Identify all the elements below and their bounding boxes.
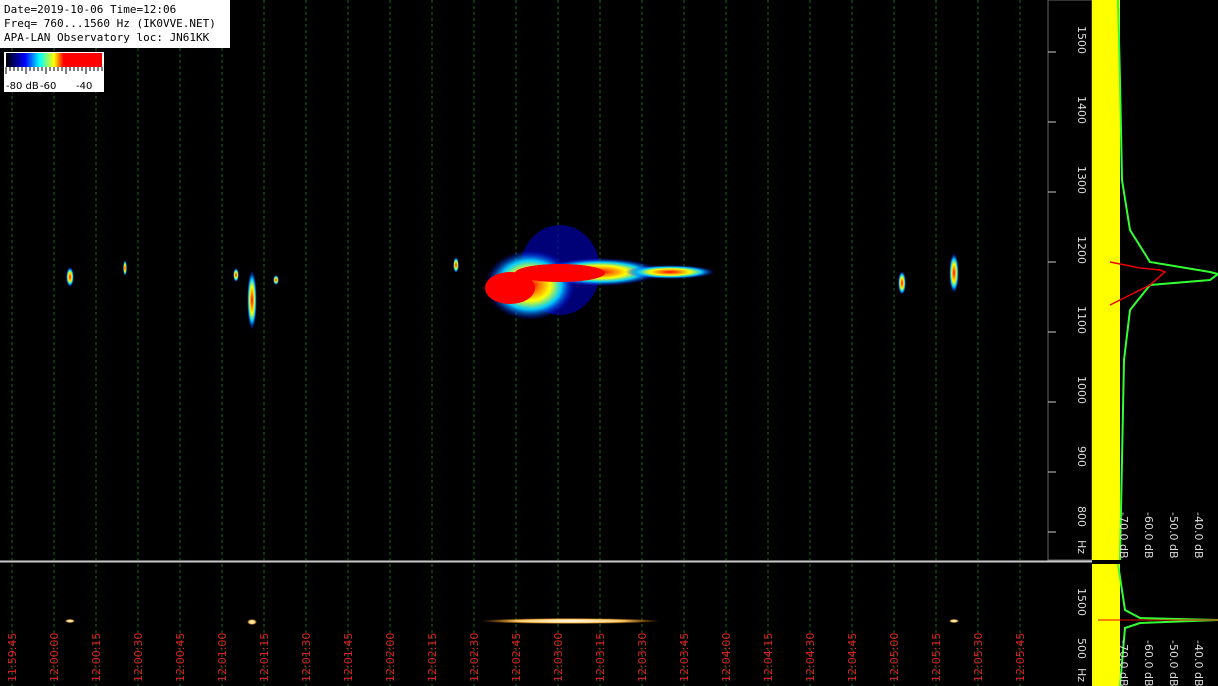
time-label: 12:03:00 <box>552 633 565 682</box>
time-label: 12:05:15 <box>930 633 943 682</box>
time-label: 12:05:45 <box>1014 633 1027 682</box>
time-grid <box>11 0 1021 686</box>
meteor-echoes <box>65 225 959 625</box>
freq-label: 1500 <box>1075 26 1088 54</box>
lower-freq-unit: Hz <box>1075 668 1088 682</box>
time-label: 12:04:15 <box>762 633 775 682</box>
time-label: 12:03:15 <box>594 633 607 682</box>
color-scale-label: -60 <box>40 81 56 92</box>
level-label: -70.0 dB <box>1117 512 1130 559</box>
time-label: 12:03:45 <box>678 633 691 682</box>
frequency-axis-panel <box>1047 0 1093 561</box>
lower-level-label: -70.0 dB <box>1117 640 1130 686</box>
spectrum-curve <box>1117 0 1218 561</box>
lower-freq-label: 500 <box>1075 638 1088 659</box>
freq-label: 1200 <box>1075 236 1088 264</box>
spectrum-noise <box>1092 0 1120 560</box>
level-label: -50.0 dB <box>1167 512 1180 559</box>
time-label: 12:02:15 <box>426 633 439 682</box>
header-line: Freq= 760...1560 Hz (IK0VVE.NET) <box>4 17 216 30</box>
time-label: 12:00:45 <box>174 633 187 682</box>
header-box <box>0 0 230 48</box>
time-label: 12:01:15 <box>258 633 271 682</box>
time-label: 12:00:00 <box>48 633 61 682</box>
time-label: 12:01:45 <box>342 633 355 682</box>
time-label: 12:04:45 <box>846 633 859 682</box>
time-label: 12:00:30 <box>132 633 145 682</box>
color-scale-label: -40 <box>76 81 92 92</box>
freq-label: 900 <box>1075 446 1088 467</box>
time-label: 11:59:45 <box>6 633 19 682</box>
level-label: -40.0 dB <box>1192 512 1205 559</box>
freq-label: 1400 <box>1075 96 1088 124</box>
time-label: 12:04:00 <box>720 633 733 682</box>
time-label: 12:01:00 <box>216 633 229 682</box>
level-label: -60.0 dB <box>1142 512 1155 559</box>
time-label: 12:02:00 <box>384 633 397 682</box>
lower-level-label: -60.0 dB <box>1142 640 1155 686</box>
lower-level-label: -40.0 dB <box>1192 640 1205 686</box>
freq-label: 800 <box>1075 506 1088 527</box>
time-label: 12:05:30 <box>972 633 985 682</box>
lower-spectrum-curve <box>1117 563 1218 686</box>
time-label: 12:02:45 <box>510 633 523 682</box>
time-label: 12:03:30 <box>636 633 649 682</box>
header-line: APA-LAN Observatory loc: JN61KK <box>4 31 210 44</box>
freq-unit: Hz <box>1075 540 1088 554</box>
color-scale-label: -80 dB <box>6 81 39 92</box>
time-label: 12:05:00 <box>888 633 901 682</box>
time-label: 12:04:30 <box>804 633 817 682</box>
lower-freq-label: 1500 <box>1075 588 1088 616</box>
color-scale <box>6 53 102 67</box>
time-label: 12:00:15 <box>90 633 103 682</box>
freq-label: 1000 <box>1075 376 1088 404</box>
freq-label: 1100 <box>1075 306 1088 334</box>
lower-spectrum-noise <box>1092 564 1120 686</box>
time-label: 12:02:30 <box>468 633 481 682</box>
lower-level-label: -50.0 dB <box>1167 640 1180 686</box>
peak-curve <box>1109 261 1167 306</box>
header-line: Date=2019-10-06 Time=12:06 <box>4 3 176 16</box>
time-label: 12:01:30 <box>300 633 313 682</box>
freq-label: 1300 <box>1075 166 1088 194</box>
